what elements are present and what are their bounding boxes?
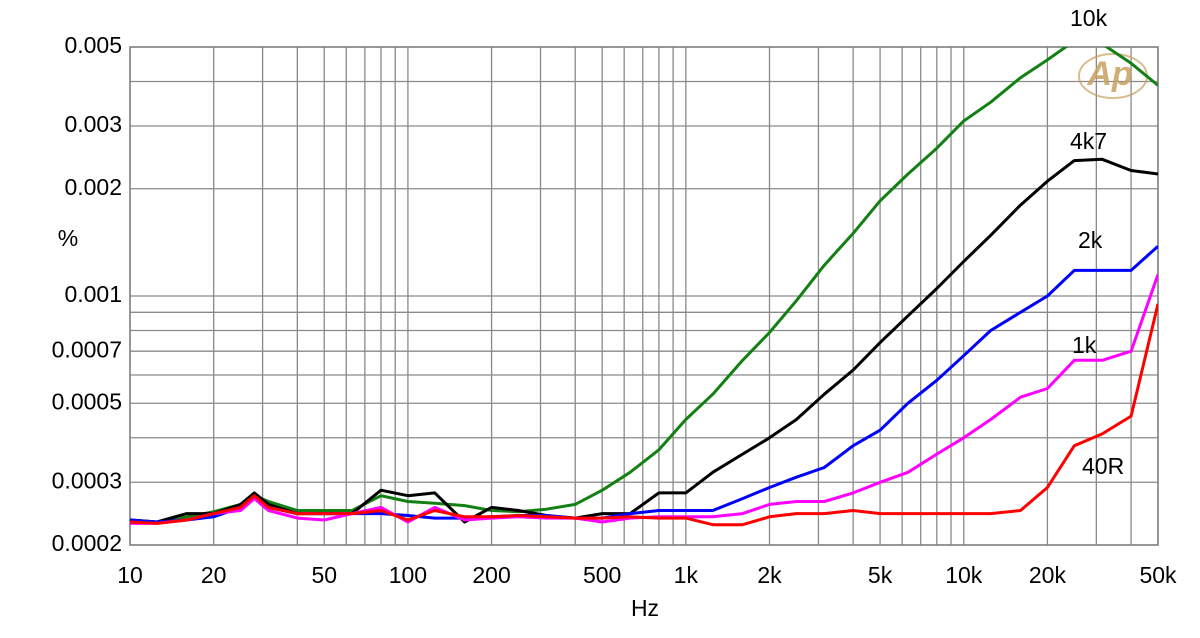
x-tick-label: 20k — [1029, 562, 1067, 588]
series-label: 2k — [1078, 227, 1103, 253]
plot-frame — [129, 46, 1159, 546]
x-tick-label: 200 — [472, 562, 510, 588]
logo: Ap — [1086, 55, 1132, 93]
series-label: 4k7 — [1070, 128, 1107, 154]
grid — [129, 46, 1159, 546]
y-tick-label: 0.002 — [64, 174, 122, 200]
series-group — [130, 47, 1158, 527]
x-tick-label: 20 — [201, 562, 227, 588]
x-tick-label: 5k — [868, 562, 893, 588]
x-tick-label: 1k — [674, 562, 699, 588]
x-tick-label: 50 — [311, 562, 337, 588]
series-label: 10k — [1070, 5, 1108, 31]
x-tick-label: 100 — [389, 562, 427, 588]
y-tick-label: 0.001 — [64, 281, 122, 307]
x-axis-label: Hz — [631, 595, 659, 621]
y-axis-label: % — [58, 225, 78, 251]
x-tick-label: 50k — [1139, 562, 1177, 588]
x-tick-label: 10 — [117, 562, 143, 588]
y-tick-label: 0.0003 — [52, 467, 122, 493]
series-line — [130, 303, 1158, 527]
series-line — [130, 47, 1158, 524]
y-tick-label: 0.0007 — [52, 336, 122, 362]
y-tick-label: 0.0005 — [52, 388, 122, 414]
series-label: 1k — [1072, 332, 1097, 358]
y-tick-label: 0.003 — [64, 111, 122, 137]
y-tick-label: 0.005 — [64, 32, 122, 58]
series-label: 40R — [1082, 453, 1124, 479]
y-tick-label: 0.0002 — [52, 530, 122, 556]
x-tick-label: 2k — [757, 562, 782, 588]
x-tick-label: 10k — [945, 562, 983, 588]
x-tick-label: 500 — [583, 562, 621, 588]
